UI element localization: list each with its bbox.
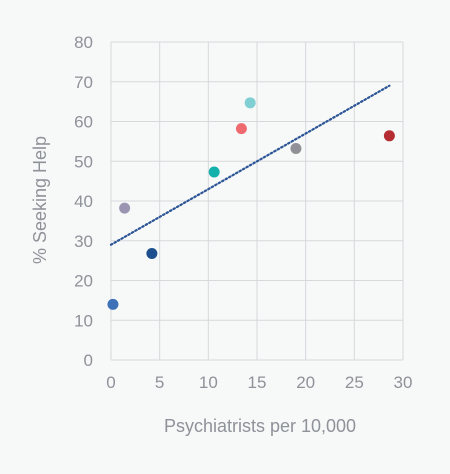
y-tick-labels: 0 10 20 30 40 50 60 70 80 [74, 33, 93, 370]
trendline-group [109, 84, 391, 246]
data-point [107, 298, 119, 310]
x-tick-label: 20 [296, 373, 315, 392]
y-tick-label: 10 [74, 311, 93, 330]
data-point [146, 247, 158, 259]
data-points [107, 97, 395, 310]
y-tick-label: 40 [74, 192, 93, 211]
y-tick-label: 30 [74, 232, 93, 251]
trendline [109, 84, 391, 246]
x-tick-label: 30 [394, 373, 413, 392]
data-point [235, 123, 247, 135]
x-tick-label: 0 [106, 373, 115, 392]
x-tick-label: 25 [345, 373, 364, 392]
data-point [383, 130, 395, 142]
x-axis-title: Psychiatrists per 10,000 [164, 416, 356, 436]
x-tick-label: 5 [155, 373, 164, 392]
data-point [119, 202, 131, 214]
x-tick-label: 15 [248, 373, 267, 392]
x-tick-labels: 0 5 10 15 20 25 30 [106, 373, 412, 392]
y-tick-label: 50 [74, 152, 93, 171]
data-point [208, 166, 220, 178]
y-tick-label: 60 [74, 113, 93, 132]
x-tick-label: 10 [199, 373, 218, 392]
gridlines [110, 41, 404, 361]
data-point [290, 143, 302, 155]
y-axis-title: % Seeking Help [30, 136, 50, 264]
y-tick-label: 70 [74, 73, 93, 92]
y-tick-label: 20 [74, 272, 93, 291]
y-tick-label: 0 [84, 351, 93, 370]
y-tick-label: 80 [74, 33, 93, 52]
data-point [244, 97, 256, 109]
